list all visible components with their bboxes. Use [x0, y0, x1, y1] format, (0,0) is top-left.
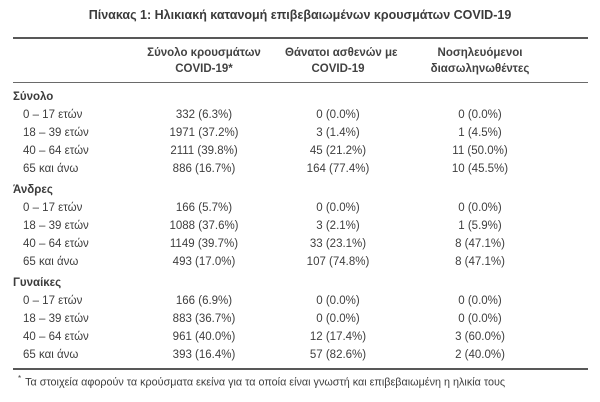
row-label: 18 – 39 ετών: [23, 313, 89, 325]
column-header-line: COVID-19: [311, 63, 365, 75]
cell-deaths: 33 (23.1%): [309, 238, 367, 250]
section-name: Γυναίκες: [13, 276, 62, 289]
cell-deaths: 0 (0.0%): [316, 295, 360, 307]
table-row: 18 – 39 ετών 1971 (37.2%) 3 (1.4%) 1 (4.…: [13, 124, 588, 142]
table-row: 0 – 17 ετών 166 (5.7%) 0 (0.0%) 0 (0.0%): [13, 199, 588, 217]
section-header-women: Γυναίκες: [13, 273, 588, 292]
cell-deaths: 45 (21.2%): [309, 145, 367, 157]
data-table: Σύνολο κρουσμάτων COVID-19* Θάνατοι ασθε…: [13, 37, 588, 389]
table-body: Σύνολο 0 – 17 ετών 332 (6.3%) 0 (0.0%) 0…: [13, 83, 588, 370]
row-label: 65 και άνω: [23, 349, 79, 361]
row-label: 40 – 64 ετών: [23, 331, 89, 343]
cell-intubated: 0 (0.0%): [458, 202, 502, 214]
cell-intubated: 11 (50.0%): [452, 145, 508, 157]
cell-deaths: 0 (0.0%): [316, 313, 360, 325]
row-label: 40 – 64 ετών: [23, 145, 89, 157]
section-name: Σύνολο: [13, 90, 54, 103]
row-label: 18 – 39 ετών: [23, 220, 89, 232]
column-header-cases: Σύνολο κρουσμάτων COVID-19*: [123, 45, 285, 77]
cell-deaths: 0 (0.0%): [316, 109, 360, 121]
cell-intubated: 3 (60.0%): [455, 331, 505, 343]
cell-cases: 2111 (39.8%): [170, 145, 238, 157]
cell-cases: 493 (17.0%): [172, 256, 236, 268]
row-label: 0 – 17 ετών: [23, 295, 83, 307]
cell-deaths: 12 (17.4%): [309, 331, 367, 343]
cell-deaths: 107 (74.8%): [306, 256, 370, 268]
cell-cases: 1149 (39.7%): [169, 238, 239, 250]
cell-intubated: 1 (4.5%): [458, 127, 502, 139]
row-label: 0 – 17 ετών: [23, 109, 83, 121]
cell-cases: 393 (16.4%): [172, 349, 236, 361]
cell-intubated: 8 (47.1%): [455, 256, 505, 268]
cell-cases: 1088 (37.6%): [169, 220, 239, 232]
cell-deaths: 3 (1.4%): [316, 127, 360, 139]
cell-cases: 883 (36.7%): [172, 313, 236, 325]
table-row: 0 – 17 ετών 166 (6.9%) 0 (0.0%) 0 (0.0%): [13, 292, 588, 310]
footnote-text: Τα στοιχεία αφορούν τα κρούσματα εκείνα …: [25, 376, 506, 389]
table-row: 65 και άνω 393 (16.4%) 57 (82.6%) 2 (40.…: [13, 346, 588, 364]
cell-deaths: 3 (2.1%): [316, 220, 360, 232]
table-row: 18 – 39 ετών 1088 (37.6%) 3 (2.1%) 1 (5.…: [13, 217, 588, 235]
table-row: 40 – 64 ετών 961 (40.0%) 12 (17.4%) 3 (6…: [13, 328, 588, 346]
row-label: 0 – 17 ετών: [23, 202, 83, 214]
section-header-total: Σύνολο: [13, 87, 588, 106]
cell-cases: 332 (6.3%): [175, 109, 233, 121]
table-row: 40 – 64 ετών 2111 (39.8%) 45 (21.2%) 11 …: [13, 142, 588, 160]
section-header-men: Άνδρες: [13, 180, 588, 199]
cell-intubated: 8 (47.1%): [455, 238, 505, 250]
section-name: Άνδρες: [13, 183, 53, 196]
column-header-intubated: Νοσηλευόμενοι διασωληνωθέντες: [391, 45, 569, 77]
column-header-line: Θάνατοι ασθενών με: [285, 47, 398, 59]
table-footnote: * Τα στοιχεία αφορούν τα κρούσματα εκείνα…: [13, 374, 588, 389]
cell-intubated: 10 (45.5%): [451, 163, 509, 175]
table-header-row: Σύνολο κρουσμάτων COVID-19* Θάνατοι ασθε…: [13, 37, 588, 83]
cell-cases: 1971 (37.2%): [169, 127, 239, 139]
table-row: 0 – 17 ετών 332 (6.3%) 0 (0.0%) 0 (0.0%): [13, 106, 588, 124]
cell-cases: 886 (16.7%): [172, 163, 236, 175]
cell-cases: 961 (40.0%): [172, 331, 236, 343]
row-label: 40 – 64 ετών: [23, 238, 89, 250]
cell-cases: 166 (6.9%): [175, 295, 233, 307]
table-title: Πίνακας 1: Ηλικιακή κατανομή επιβεβαιωμέ…: [88, 8, 512, 22]
row-label: 18 – 39 ετών: [23, 127, 89, 139]
cell-intubated: 1 (5.9%): [458, 220, 502, 232]
column-header-line: Νοσηλευόμενοι: [437, 47, 523, 59]
column-header-deaths: Θάνατοι ασθενών με COVID-19: [285, 45, 398, 77]
cell-intubated: 2 (40.0%): [455, 349, 505, 361]
cell-intubated: 0 (0.0%): [458, 109, 502, 121]
row-label: 65 και άνω: [23, 163, 79, 175]
table-row: 40 – 64 ετών 1149 (39.7%) 33 (23.1%) 8 (…: [13, 235, 588, 253]
cell-intubated: 0 (0.0%): [458, 313, 502, 325]
column-header-line: Σύνολο κρουσμάτων: [147, 47, 261, 59]
cell-cases: 166 (5.7%): [175, 202, 233, 214]
column-header-line: COVID-19*: [175, 63, 233, 75]
table-row: 65 και άνω 886 (16.7%) 164 (77.4%) 10 (4…: [13, 160, 588, 178]
cell-deaths: 164 (77.4%): [306, 163, 370, 175]
footnote-asterisk: *: [18, 374, 22, 383]
table-row: 18 – 39 ετών 883 (36.7%) 0 (0.0%) 0 (0.0…: [13, 310, 588, 328]
cell-deaths: 0 (0.0%): [316, 202, 360, 214]
cell-intubated: 0 (0.0%): [458, 295, 502, 307]
row-label: 65 και άνω: [23, 256, 79, 268]
table-row: 65 και άνω 493 (17.0%) 107 (74.8%) 8 (47…: [13, 253, 588, 271]
cell-deaths: 57 (82.6%): [309, 349, 367, 361]
column-header-line: διασωληνωθέντες: [430, 63, 530, 75]
